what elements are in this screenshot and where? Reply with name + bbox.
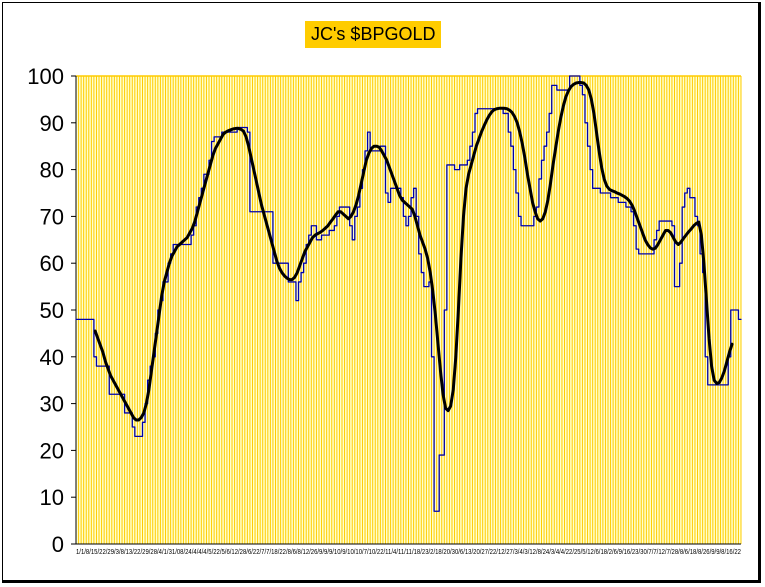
- series-lines: [75, 75, 742, 512]
- y-tick-label: 0: [52, 532, 64, 557]
- chart-title: JC's $BPGOLD: [305, 21, 442, 48]
- y-tick-label: 70: [40, 204, 64, 229]
- y-tick-label: 10: [40, 485, 64, 510]
- x-tick-labels: 1/1/8/15/22/29/3/8/13/22/29/28/4/1/31/08…: [76, 549, 741, 556]
- series-line-raw: [75, 75, 742, 512]
- y-tick-label: 80: [40, 158, 64, 183]
- y-tick-label: 100: [27, 64, 64, 89]
- y-tick-label: 90: [40, 111, 64, 136]
- y-tick-label: 40: [40, 345, 64, 370]
- y-tick-label: 50: [40, 298, 64, 323]
- gridlines: [75, 75, 742, 544]
- y-tick-label: 60: [40, 251, 64, 276]
- y-tick-labels: 0 10 20 30 40 50 60 70 80 90 100: [27, 64, 76, 557]
- y-tick-label: 20: [40, 438, 64, 463]
- y-tick-label: 30: [40, 392, 64, 417]
- series-line-smoothed: [93, 81, 734, 422]
